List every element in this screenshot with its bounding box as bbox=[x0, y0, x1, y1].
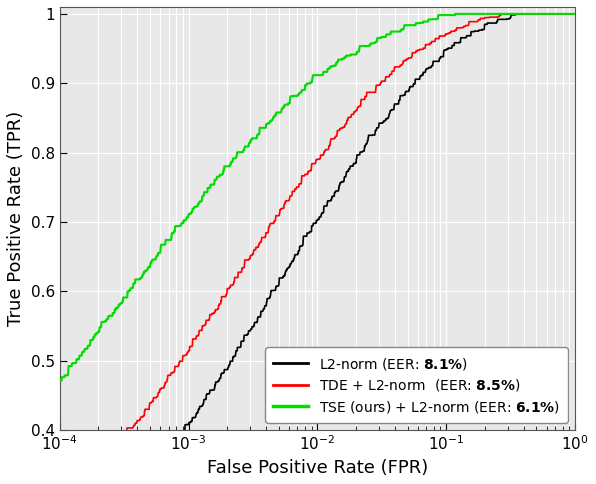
X-axis label: False Positive Rate (FPR): False Positive Rate (FPR) bbox=[207, 459, 428, 477]
Y-axis label: True Positive Rate (TPR): True Positive Rate (TPR) bbox=[7, 111, 25, 326]
Legend: L2-norm (EER: $\mathbf{8.1\%}$), TDE + L2-norm  (EER: $\mathbf{8.5\%}$), TSE (ou: L2-norm (EER: $\mathbf{8.1\%}$), TDE + L… bbox=[265, 347, 568, 423]
